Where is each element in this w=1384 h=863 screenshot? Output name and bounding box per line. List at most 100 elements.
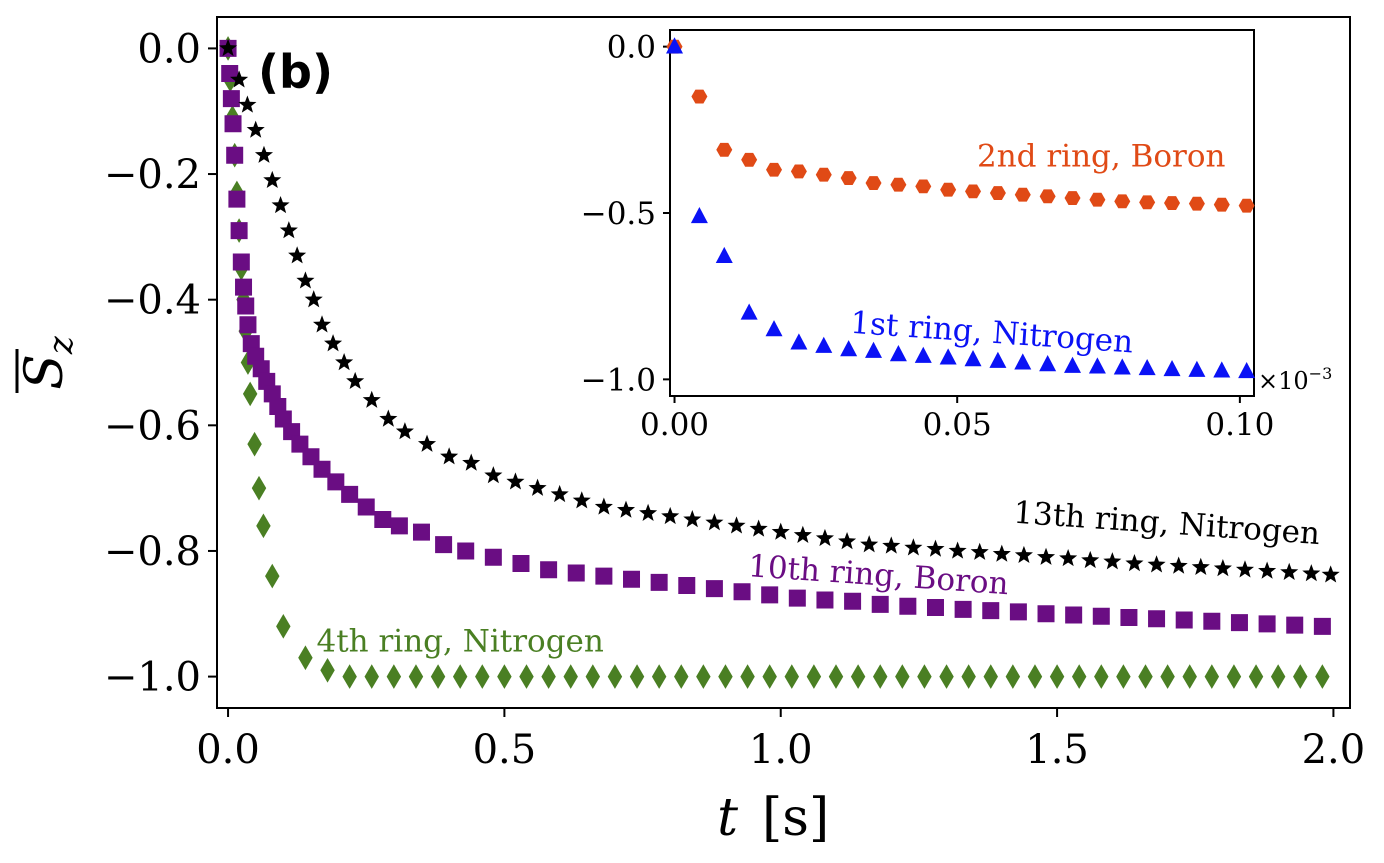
- data-point: [276, 614, 291, 639]
- data-point: [435, 536, 453, 554]
- data-point: [899, 597, 917, 615]
- inset-x-tick-label: 0.05: [923, 407, 992, 443]
- data-point: [666, 37, 684, 54]
- data-point: [1089, 192, 1106, 207]
- data-point: [1103, 552, 1122, 570]
- data-point: [362, 390, 381, 408]
- data-point: [412, 523, 430, 541]
- data-point: [1230, 614, 1248, 632]
- main-axis-ticks: 0.0 0.5 1.0 1.5 2.0 0.0 −0.2 −0.4 −0.6 −0.8 −1.0: [104, 26, 1365, 773]
- data-point: [256, 513, 271, 539]
- data-point: [1014, 545, 1033, 564]
- data-point: [1258, 615, 1276, 633]
- inset-x-tick-label: 0.10: [1205, 407, 1274, 443]
- inset-x-scale-note: ×10−3: [1258, 364, 1332, 395]
- data-point: [939, 348, 957, 365]
- data-point: [691, 89, 708, 104]
- data-point: [254, 145, 274, 163]
- data-point: [279, 221, 298, 239]
- data-point: [882, 536, 901, 554]
- data-point: [1204, 664, 1220, 689]
- data-point: [232, 253, 250, 271]
- data-point: [512, 555, 530, 573]
- data-point: [716, 142, 733, 157]
- data-point: [239, 316, 257, 334]
- main-x-tick-label: 0.0: [196, 727, 260, 773]
- data-point: [1164, 196, 1181, 210]
- data-point: [964, 350, 982, 367]
- data-point: [313, 460, 331, 478]
- data-point: [926, 539, 945, 557]
- main-y-tick-label: 0.0: [137, 26, 201, 72]
- data-point: [430, 664, 446, 689]
- data-point: [915, 179, 932, 194]
- data-point: [765, 320, 783, 337]
- inset-axis-ticks: 0.00 0.05 0.10 0.0 −0.5 −1.0: [581, 30, 1275, 443]
- main-y-tick-label: −0.2: [104, 152, 201, 198]
- data-point: [594, 497, 613, 515]
- data-point: [235, 278, 253, 296]
- data-point: [844, 592, 862, 610]
- data-point: [226, 146, 244, 164]
- data-point: [484, 548, 502, 566]
- data-point: [1235, 560, 1255, 578]
- data-point: [1081, 550, 1100, 569]
- inset-y-tick-label: 0.0: [607, 30, 656, 66]
- data-point: [982, 602, 1000, 620]
- data-point: [1191, 557, 1210, 575]
- data-point: [457, 542, 475, 560]
- data-point: [815, 336, 833, 353]
- data-point: [324, 334, 343, 352]
- data-point: [572, 491, 591, 509]
- data-point: [390, 517, 408, 535]
- data-point: [242, 381, 258, 407]
- data-point: [1125, 554, 1144, 572]
- data-point: [705, 580, 723, 598]
- data-point: [1138, 359, 1156, 376]
- data-point: [1049, 664, 1065, 689]
- data-point: [840, 340, 858, 357]
- data-point: [335, 353, 354, 371]
- data-point: [1160, 664, 1175, 689]
- data-point: [1188, 360, 1206, 377]
- data-point: [440, 447, 459, 465]
- data-point: [740, 303, 758, 320]
- data-point: [793, 525, 812, 543]
- data-point: [970, 542, 989, 560]
- data-point: [567, 564, 585, 582]
- data-point: [1036, 547, 1056, 565]
- inset-x-tick-label: 0.00: [640, 407, 709, 443]
- data-point: [342, 664, 357, 689]
- data-point: [989, 186, 1006, 200]
- data-point: [395, 422, 414, 440]
- data-point: [790, 164, 807, 179]
- data-point: [1213, 559, 1232, 577]
- data-point: [733, 583, 751, 601]
- data-point: [374, 511, 392, 529]
- data-point: [1092, 607, 1110, 625]
- data-point: [1148, 610, 1166, 628]
- data-point: [1286, 616, 1304, 634]
- data-point: [766, 162, 783, 177]
- data-point: [761, 586, 779, 604]
- data-point: [1270, 664, 1286, 689]
- data-point: [860, 535, 879, 553]
- data-point: [904, 538, 923, 556]
- data-point: [1120, 609, 1138, 627]
- inset-x-scale-base: ×10: [1258, 367, 1309, 395]
- data-point: [1188, 196, 1205, 211]
- data-point: [386, 664, 402, 689]
- data-point: [475, 664, 490, 689]
- data-point: [678, 577, 696, 594]
- data-point: [871, 595, 889, 613]
- data-point: [364, 664, 379, 689]
- panel-label: (b): [258, 45, 333, 99]
- data-point: [1258, 561, 1277, 579]
- x-axis-label: t: [717, 788, 738, 848]
- data-point: [926, 598, 944, 616]
- data-point: [417, 434, 437, 452]
- data-point: [865, 176, 882, 190]
- data-point: [238, 95, 257, 113]
- data-point: [989, 351, 1007, 368]
- data-point: [639, 503, 658, 521]
